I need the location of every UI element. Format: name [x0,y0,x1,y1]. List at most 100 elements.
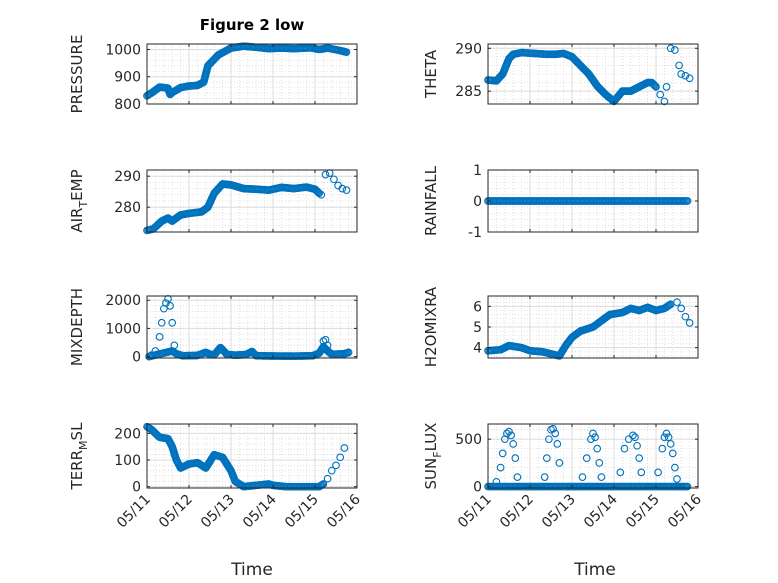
data-point [631,433,639,442]
data-point [650,81,659,89]
y-tick-label: -1 [468,225,482,241]
data-point [597,473,606,481]
axes-box [487,43,699,105]
data-point [685,74,694,83]
subplot-air-temp: 280 290 AIRTEMP [68,169,358,235]
data-point [589,429,597,438]
data-point [553,440,562,448]
data-point [513,473,522,481]
data-point [549,424,557,433]
data-point [656,90,665,99]
data-point [654,468,662,477]
data-point [319,337,328,345]
data-point [673,298,681,307]
data-point [545,435,553,444]
y-tick-label: 500 [455,432,482,448]
x-axis-label-right: Time [573,560,616,580]
y-axis-label: H2OMIXRA [422,286,440,367]
data-point [595,459,604,467]
y-tick-label: 0 [473,194,482,210]
y-tick-label: 0 [473,480,482,496]
data-point [155,333,164,341]
data-point [511,454,520,462]
data-point [683,482,692,491]
data-point [633,441,641,450]
data-point [323,474,332,483]
subplot-pressure: 800 900 1000 PRESSURE [68,35,358,113]
data-point [505,427,513,436]
data-point [677,70,686,78]
y-tick-label: 1 [473,163,482,179]
data-point [157,318,166,327]
data-point [492,477,501,486]
y-tick-label: 1000 [105,321,141,337]
y-tick-label: 900 [114,70,141,86]
y-tick-label: 0 [132,350,141,366]
data-point [321,170,330,179]
y-tick-label: 285 [455,84,482,100]
axes-box [146,423,358,489]
y-tick-label: 0 [132,480,141,496]
data-point [319,480,328,488]
data-point [340,444,349,452]
data-point [677,304,686,313]
subplot-rainfall: -1 0 1 RAINFALL [422,163,699,241]
data-point [668,449,677,458]
data-point [685,319,694,327]
data-point [312,186,321,195]
data-point [635,454,644,462]
data-point [681,312,690,321]
data-point [593,444,602,453]
data-point [671,463,679,472]
y-tick-label: 800 [114,97,141,113]
data-point [652,83,660,91]
data-point [591,433,599,442]
y-tick-label: 280 [114,200,141,216]
x-axis-label-left: Time [230,560,273,580]
data-point [344,348,353,357]
y-tick-label: 4 [473,341,482,357]
y-axis-label: RAINFALL [422,165,440,236]
y-axis-label: TERRMSL [68,422,90,491]
data-point [323,341,332,350]
data-point [551,429,560,438]
data-point [507,431,515,440]
data-point [168,318,177,327]
data-point [662,429,671,438]
axes-box [146,43,358,105]
data-point [342,48,351,57]
data-point [664,301,673,310]
data-point [509,440,518,448]
data-point [637,468,646,477]
y-axis-label: THETA [422,49,440,99]
data-point [666,440,675,448]
data-point [336,453,345,462]
data-point [658,444,667,453]
data-point [170,450,179,459]
data-point [651,82,660,90]
data-point [662,83,671,91]
data-point [665,301,674,309]
data-point [664,433,673,442]
y-tick-label: 200 [114,426,141,442]
data-point [330,175,338,184]
subplot-h2omixra: 4 5 6 H2OMIXRA [422,286,699,367]
data-point [542,454,551,462]
data-point [582,454,591,462]
y-tick-label: 5 [473,320,482,336]
data-point [666,44,675,53]
data-point [170,341,179,350]
data-point [671,46,679,54]
data-point [616,468,625,477]
axes-box [487,423,699,489]
data-point [660,433,669,442]
data-point [496,463,505,472]
data-point [681,71,690,80]
data-point [342,186,351,194]
y-axis-label: MIXDEPTH [68,288,86,366]
y-tick-label: 1000 [105,42,141,58]
subplot-theta: 285 290 THETA [422,41,699,106]
data-point [673,475,681,483]
data-point [332,461,340,470]
